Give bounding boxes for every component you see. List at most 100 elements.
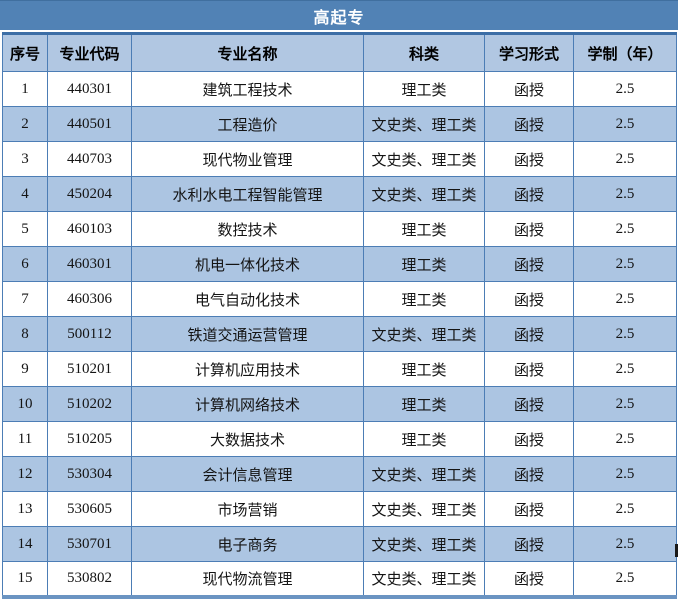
- cell-study-form: 函授: [484, 421, 574, 457]
- cell-major-code: 530802: [47, 561, 132, 597]
- table-row: 4 450204 水利水电工程智能管理 文史类、理工类 函授 2.5: [2, 176, 677, 212]
- cell-major-code: 440703: [47, 141, 132, 177]
- cell-study-form: 函授: [484, 211, 574, 247]
- cell-serial-no: 14: [2, 526, 48, 562]
- cell-major-code: 450204: [47, 176, 132, 212]
- header-study-form: 学习形式: [484, 33, 574, 72]
- cell-study-years: 2.5: [573, 526, 677, 562]
- cell-study-years: 2.5: [573, 491, 677, 527]
- cell-subject-type: 理工类: [363, 246, 485, 282]
- cell-serial-no: 6: [2, 246, 48, 282]
- header-subject-type: 科类: [363, 33, 485, 72]
- table-header: 序号 专业代码 专业名称 科类 学习形式 学制（年）: [2, 33, 677, 72]
- cell-serial-no: 13: [2, 491, 48, 527]
- table-row: 12 530304 会计信息管理 文史类、理工类 函授 2.5: [2, 456, 677, 492]
- table-row: 5 460103 数控技术 理工类 函授 2.5: [2, 211, 677, 247]
- header-major-code: 专业代码: [47, 33, 132, 72]
- cell-subject-type: 理工类: [363, 351, 485, 387]
- cell-major-name: 大数据技术: [131, 421, 364, 457]
- cell-study-years: 2.5: [573, 281, 677, 317]
- cell-subject-type: 文史类、理工类: [363, 106, 485, 142]
- cell-major-code: 510201: [47, 351, 132, 387]
- majors-table-wrap: 序号 专业代码 专业名称 科类 学习形式 学制（年） 1 440301 建筑工程…: [2, 32, 677, 599]
- cell-serial-no: 5: [2, 211, 48, 247]
- cell-study-form: 函授: [484, 386, 574, 422]
- cell-serial-no: 4: [2, 176, 48, 212]
- cell-study-years: 2.5: [573, 386, 677, 422]
- table-title: 高起专: [313, 9, 365, 27]
- cell-major-code: 460103: [47, 211, 132, 247]
- cell-subject-type: 文史类、理工类: [363, 526, 485, 562]
- majors-table: 序号 专业代码 专业名称 科类 学习形式 学制（年） 1 440301 建筑工程…: [2, 32, 677, 599]
- cell-serial-no: 12: [2, 456, 48, 492]
- cell-major-code: 460306: [47, 281, 132, 317]
- cell-major-name: 电子商务: [131, 526, 364, 562]
- cell-subject-type: 文史类、理工类: [363, 316, 485, 352]
- cell-major-code: 530605: [47, 491, 132, 527]
- cell-major-code: 530701: [47, 526, 132, 562]
- cell-study-years: 2.5: [573, 176, 677, 212]
- cell-serial-no: 3: [2, 141, 48, 177]
- cell-subject-type: 理工类: [363, 211, 485, 247]
- cell-major-name: 现代物流管理: [131, 561, 364, 597]
- cell-study-years: 2.5: [573, 141, 677, 177]
- cell-major-name: 计算机应用技术: [131, 351, 364, 387]
- cell-major-code: 510202: [47, 386, 132, 422]
- screenshot-edge-artifact: [675, 544, 678, 557]
- cell-major-name: 现代物业管理: [131, 141, 364, 177]
- cell-study-form: 函授: [484, 106, 574, 142]
- cell-study-form: 函授: [484, 526, 574, 562]
- cell-subject-type: 文史类、理工类: [363, 176, 485, 212]
- cell-study-form: 函授: [484, 316, 574, 352]
- cell-major-name: 建筑工程技术: [131, 71, 364, 107]
- table-row: 13 530605 市场营销 文史类、理工类 函授 2.5: [2, 491, 677, 527]
- cell-major-name: 铁道交通运营管理: [131, 316, 364, 352]
- table-row: 11 510205 大数据技术 理工类 函授 2.5: [2, 421, 677, 457]
- cell-study-years: 2.5: [573, 71, 677, 107]
- table-row: 8 500112 铁道交通运营管理 文史类、理工类 函授 2.5: [2, 316, 677, 352]
- cell-study-years: 2.5: [573, 106, 677, 142]
- cell-study-years: 2.5: [573, 561, 677, 597]
- cell-major-name: 机电一体化技术: [131, 246, 364, 282]
- cell-study-form: 函授: [484, 561, 574, 597]
- table-row: 14 530701 电子商务 文史类、理工类 函授 2.5: [2, 526, 677, 562]
- cell-serial-no: 9: [2, 351, 48, 387]
- cell-study-form: 函授: [484, 456, 574, 492]
- cell-serial-no: 8: [2, 316, 48, 352]
- cell-serial-no: 10: [2, 386, 48, 422]
- cell-subject-type: 文史类、理工类: [363, 561, 485, 597]
- cell-major-code: 440501: [47, 106, 132, 142]
- table-row: 10 510202 计算机网络技术 理工类 函授 2.5: [2, 386, 677, 422]
- cell-subject-type: 文史类、理工类: [363, 491, 485, 527]
- cell-major-name: 数控技术: [131, 211, 364, 247]
- cell-major-code: 510205: [47, 421, 132, 457]
- cell-serial-no: 1: [2, 71, 48, 107]
- cell-study-form: 函授: [484, 176, 574, 212]
- cell-major-code: 500112: [47, 316, 132, 352]
- table-row: 1 440301 建筑工程技术 理工类 函授 2.5: [2, 71, 677, 107]
- cell-major-name: 计算机网络技术: [131, 386, 364, 422]
- cell-study-form: 函授: [484, 246, 574, 282]
- cell-serial-no: 15: [2, 561, 48, 597]
- header-row: 序号 专业代码 专业名称 科类 学习形式 学制（年）: [2, 33, 677, 72]
- cell-study-years: 2.5: [573, 316, 677, 352]
- cell-study-years: 2.5: [573, 456, 677, 492]
- header-serial-no: 序号: [2, 33, 48, 72]
- table-row: 2 440501 工程造价 文史类、理工类 函授 2.5: [2, 106, 677, 142]
- cell-major-name: 会计信息管理: [131, 456, 364, 492]
- cell-serial-no: 7: [2, 281, 48, 317]
- table-row: 6 460301 机电一体化技术 理工类 函授 2.5: [2, 246, 677, 282]
- cell-major-name: 市场营销: [131, 491, 364, 527]
- cell-major-name: 电气自动化技术: [131, 281, 364, 317]
- cell-study-form: 函授: [484, 491, 574, 527]
- cell-study-form: 函授: [484, 71, 574, 107]
- cell-study-form: 函授: [484, 141, 574, 177]
- cell-subject-type: 理工类: [363, 281, 485, 317]
- table-row: 7 460306 电气自动化技术 理工类 函授 2.5: [2, 281, 677, 317]
- header-study-years: 学制（年）: [573, 33, 677, 72]
- cell-study-years: 2.5: [573, 211, 677, 247]
- cell-study-years: 2.5: [573, 421, 677, 457]
- cell-major-code: 530304: [47, 456, 132, 492]
- cell-study-form: 函授: [484, 281, 574, 317]
